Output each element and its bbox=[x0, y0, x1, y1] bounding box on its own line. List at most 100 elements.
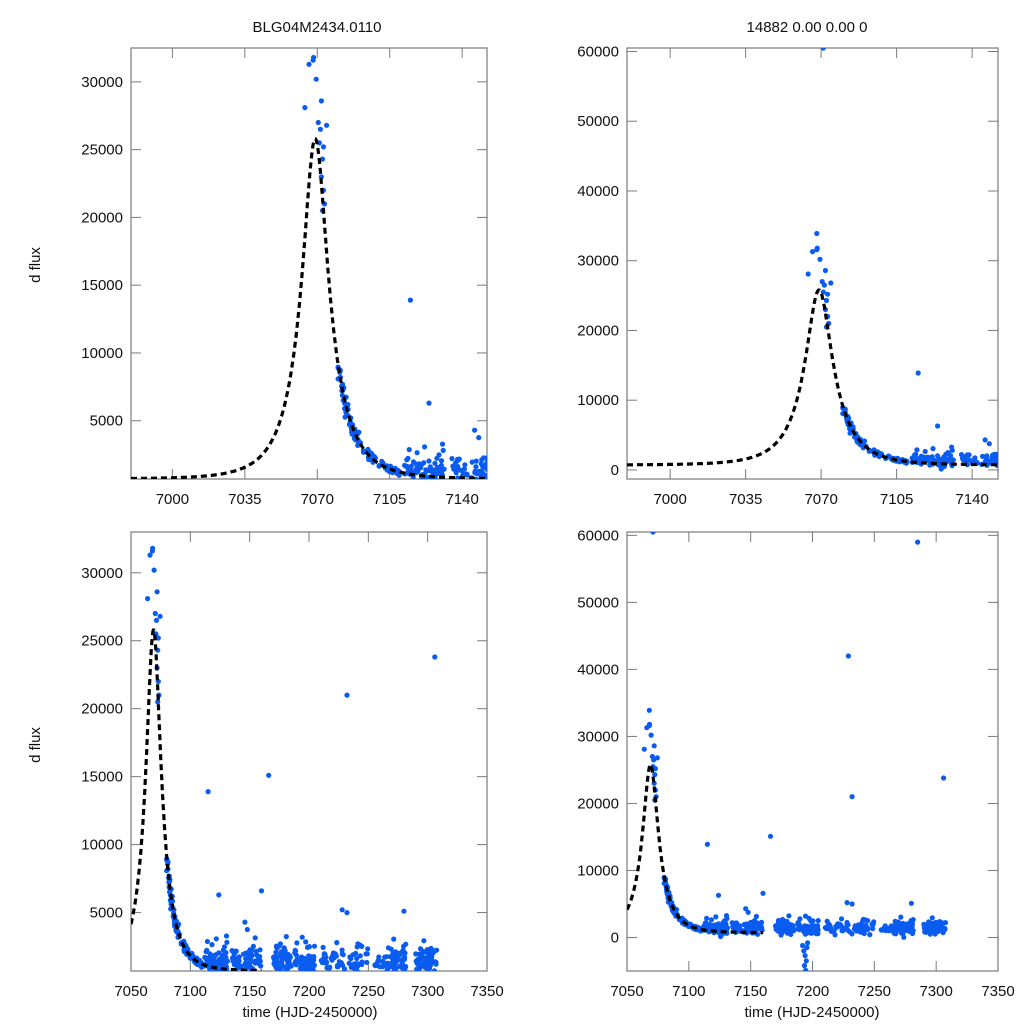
data-point bbox=[838, 916, 845, 922]
data-point bbox=[984, 453, 990, 459]
data-point bbox=[422, 444, 428, 450]
y-tick-label: 0 bbox=[611, 462, 619, 479]
data-point bbox=[385, 945, 391, 951]
model-curve bbox=[131, 137, 487, 479]
data-point bbox=[229, 948, 235, 954]
data-point bbox=[783, 919, 789, 925]
data-point bbox=[223, 933, 230, 939]
data-point bbox=[867, 932, 873, 938]
data-point bbox=[340, 952, 346, 958]
data-point bbox=[870, 926, 876, 932]
data-point bbox=[339, 947, 345, 953]
data-point bbox=[426, 458, 432, 464]
data-point bbox=[704, 841, 711, 847]
data-point bbox=[935, 423, 941, 429]
data-point bbox=[219, 952, 225, 958]
data-point bbox=[652, 772, 658, 778]
data-point bbox=[340, 381, 346, 387]
data-point bbox=[910, 917, 916, 923]
data-point bbox=[401, 908, 407, 914]
data-point bbox=[483, 455, 487, 461]
data-point bbox=[878, 927, 884, 933]
data-point bbox=[904, 921, 910, 927]
x-tick-label: 7070 bbox=[804, 491, 837, 508]
data-point bbox=[224, 939, 230, 945]
data-point bbox=[433, 479, 438, 484]
data-point bbox=[311, 943, 318, 949]
data-point bbox=[820, 289, 826, 295]
data-point bbox=[646, 707, 652, 713]
data-point bbox=[342, 414, 348, 420]
data-point bbox=[318, 958, 324, 964]
data-point bbox=[704, 915, 710, 921]
x-tick-label: 7150 bbox=[734, 983, 767, 1000]
data-point bbox=[469, 459, 475, 465]
data-point bbox=[476, 435, 482, 441]
data-point bbox=[947, 458, 953, 464]
data-point bbox=[345, 402, 351, 408]
x-tick-label: 7050 bbox=[114, 983, 147, 1000]
data-point bbox=[402, 950, 408, 956]
data-point bbox=[776, 917, 782, 924]
x-tick-label: 7350 bbox=[981, 983, 1014, 1000]
data-point bbox=[473, 458, 479, 464]
data-point bbox=[949, 444, 955, 450]
data-point bbox=[641, 746, 647, 752]
data-point bbox=[351, 961, 357, 967]
data-point bbox=[416, 461, 423, 467]
data-point bbox=[216, 892, 222, 898]
model-curve bbox=[627, 288, 998, 467]
data-point bbox=[425, 970, 428, 971]
data-point bbox=[915, 539, 921, 545]
data-point bbox=[295, 959, 301, 965]
data-point bbox=[865, 925, 871, 932]
data-point bbox=[246, 960, 252, 966]
data-point bbox=[805, 271, 811, 277]
data-point bbox=[266, 772, 272, 778]
x-tick-label: 7300 bbox=[919, 983, 952, 1000]
y-tick-label: 0 bbox=[611, 929, 619, 946]
data-point bbox=[253, 958, 259, 964]
x-tick-label: 7100 bbox=[174, 983, 207, 1000]
data-point bbox=[857, 926, 863, 932]
data-point bbox=[426, 964, 432, 970]
y-tick-label: 25000 bbox=[81, 633, 123, 650]
data-point bbox=[329, 953, 335, 959]
data-point bbox=[828, 928, 834, 934]
data-point bbox=[323, 959, 330, 965]
data-point bbox=[306, 61, 312, 67]
data-point bbox=[486, 453, 487, 456]
data-point bbox=[897, 921, 903, 927]
data-point bbox=[438, 458, 445, 464]
data-point bbox=[847, 430, 853, 436]
data-point bbox=[745, 909, 751, 915]
plot-area bbox=[131, 54, 487, 484]
data-point bbox=[391, 957, 398, 963]
x-tick-label: 7300 bbox=[411, 983, 444, 1000]
data-point bbox=[823, 297, 830, 304]
plot-area bbox=[131, 545, 440, 971]
data-point bbox=[845, 922, 851, 928]
y-axis-label: d flux bbox=[27, 247, 44, 283]
data-point bbox=[882, 923, 888, 929]
x-tick-label: 7105 bbox=[373, 491, 406, 508]
data-point bbox=[849, 794, 855, 800]
data-point bbox=[244, 926, 250, 933]
data-point bbox=[825, 291, 831, 297]
data-point bbox=[805, 940, 811, 946]
data-point bbox=[209, 942, 215, 948]
data-point bbox=[730, 923, 736, 930]
data-point bbox=[349, 431, 355, 437]
data-point bbox=[403, 941, 409, 947]
data-point bbox=[315, 119, 321, 126]
data-point bbox=[236, 954, 242, 960]
data-point bbox=[803, 967, 809, 971]
panel-bottom-right: time (HJD-2450000) 0 10000 20000 30000 40000… bbox=[577, 527, 1014, 1021]
data-point bbox=[285, 963, 291, 970]
data-point bbox=[407, 297, 413, 303]
y-tick-label: 10000 bbox=[577, 862, 619, 879]
data-point bbox=[930, 928, 936, 934]
data-point bbox=[648, 732, 654, 738]
data-point bbox=[402, 956, 408, 962]
